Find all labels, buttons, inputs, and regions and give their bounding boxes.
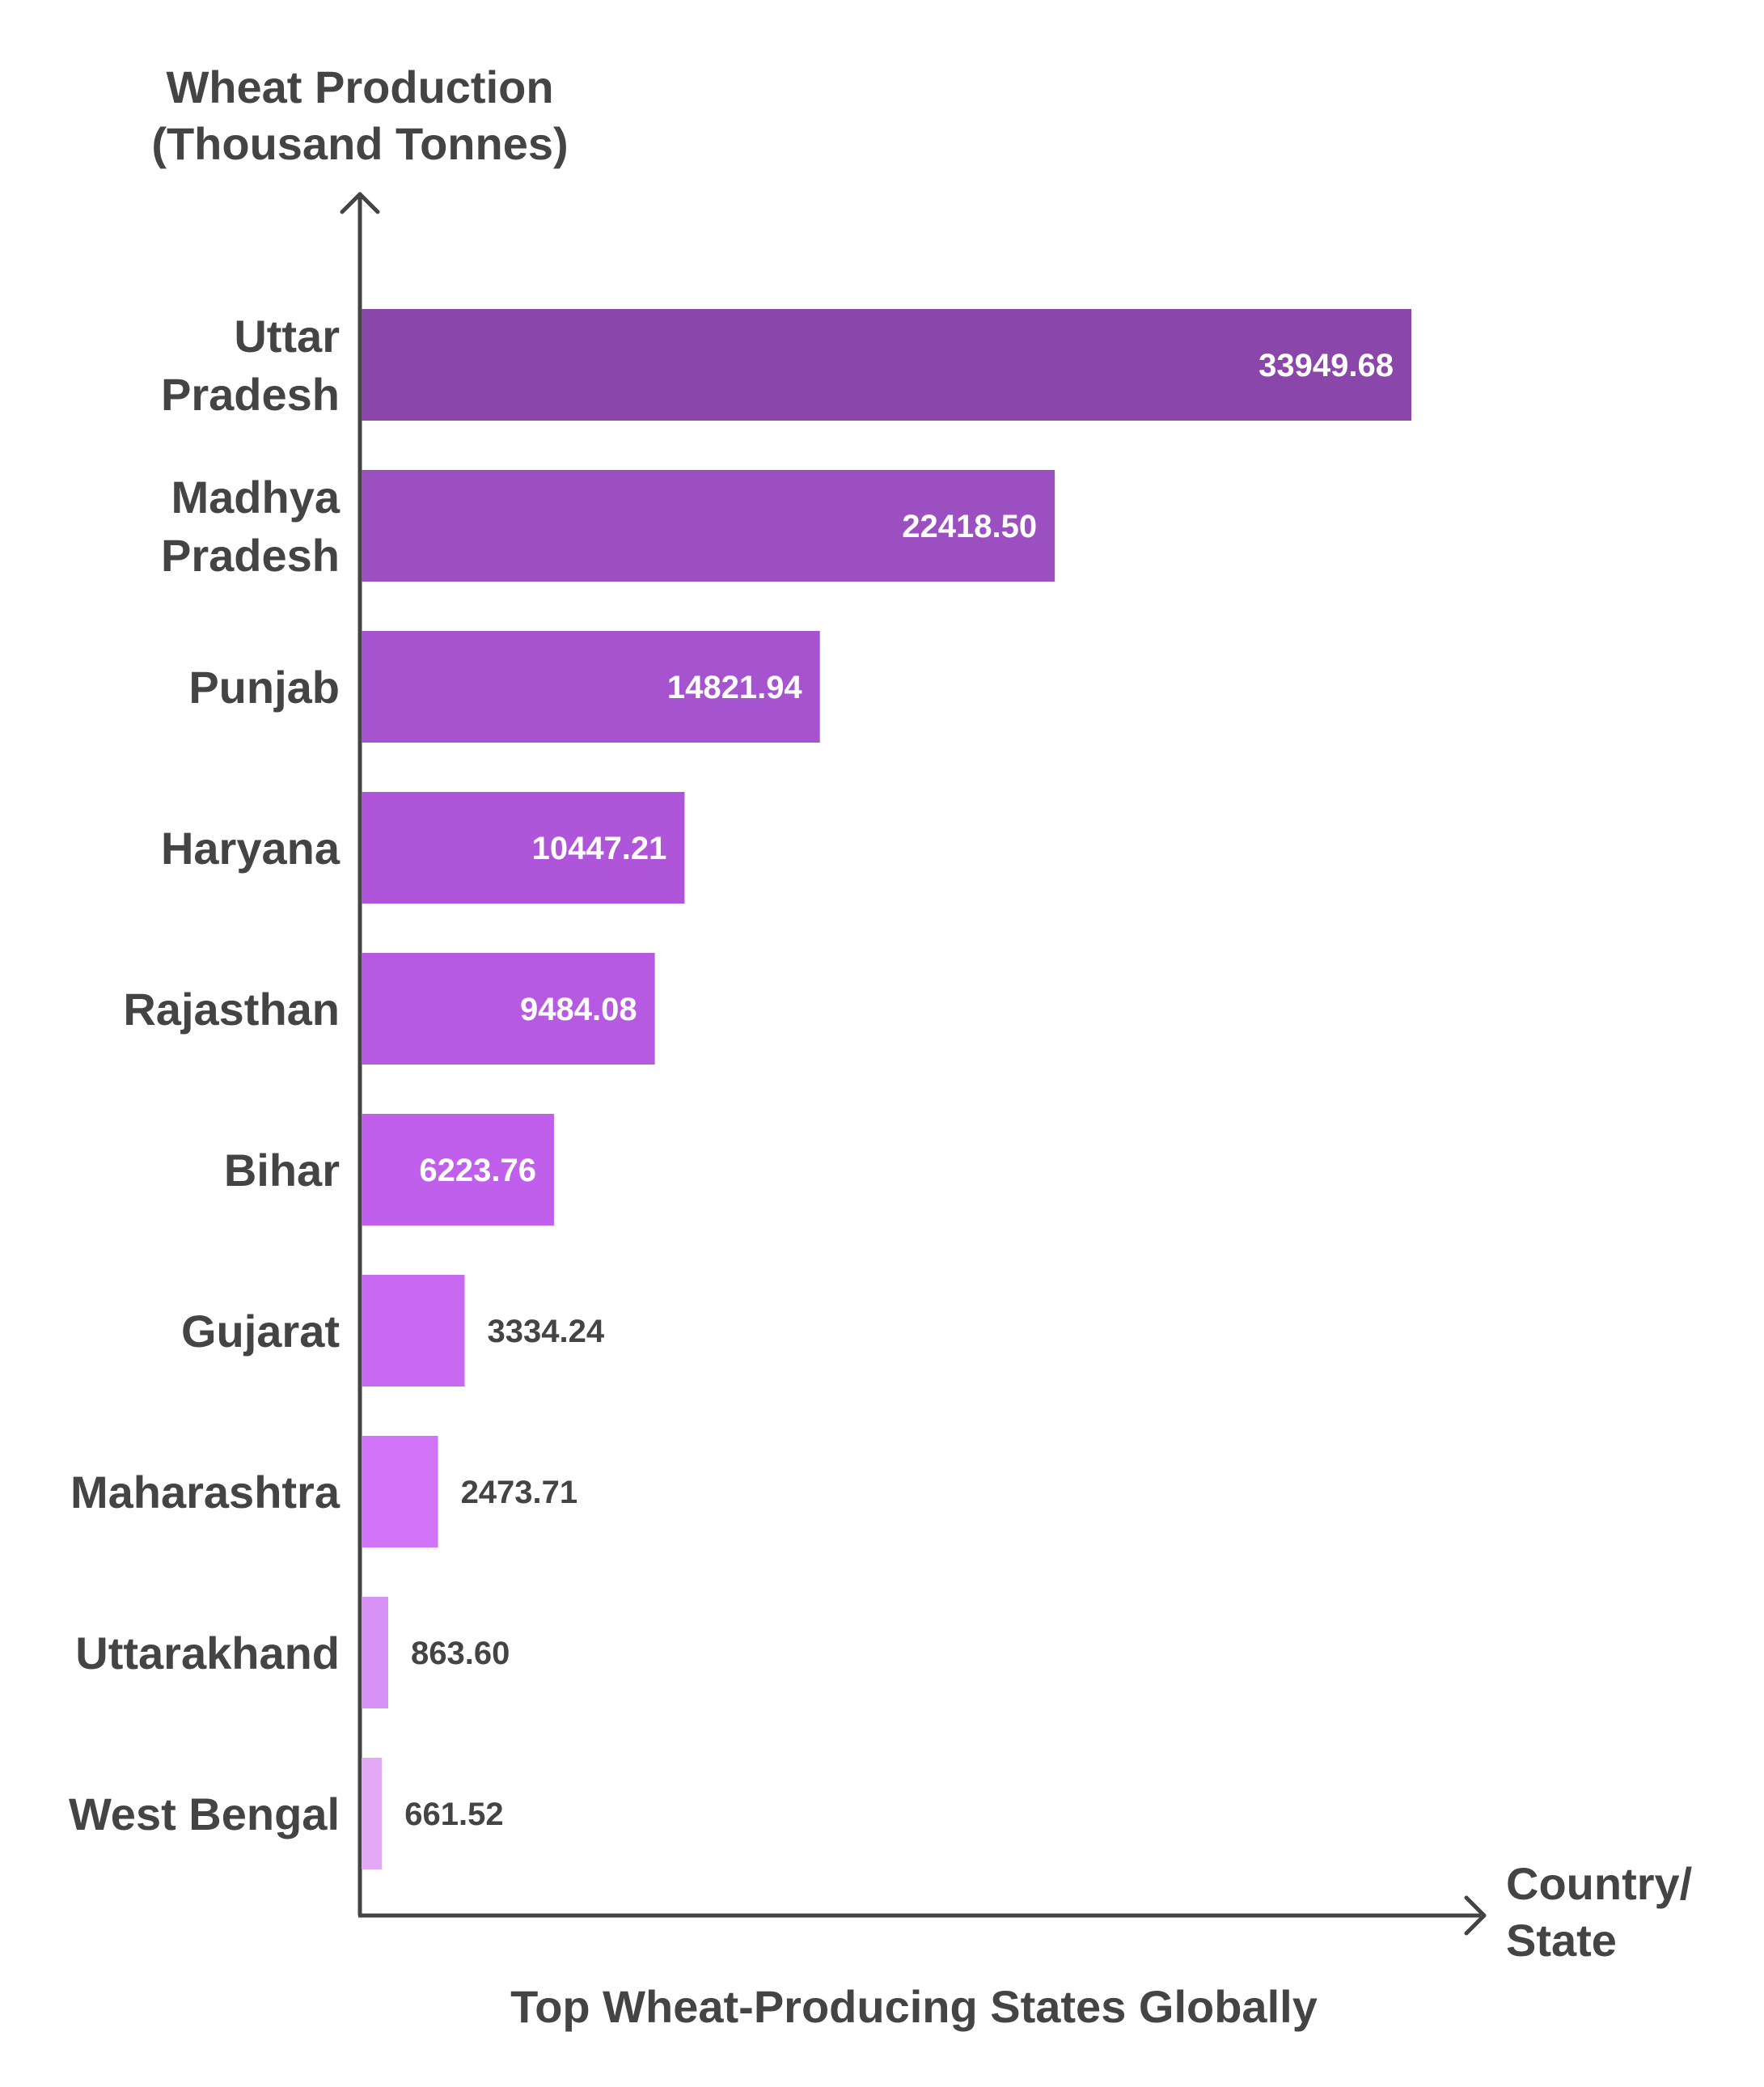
category-label: Uttar xyxy=(234,311,340,362)
value-label: 14821.94 xyxy=(667,670,803,705)
category-label: Gujarat xyxy=(181,1306,340,1357)
x-axis-arrow xyxy=(1464,1895,1487,1936)
category-label: Rajasthan xyxy=(123,984,340,1035)
category-label: Uttarakhand xyxy=(75,1628,340,1678)
value-label: 863.60 xyxy=(411,1636,510,1671)
value-label: 2473.71 xyxy=(461,1475,578,1510)
y-axis-arrow xyxy=(340,192,380,214)
y-axis-title: Wheat Production (Thousand Tonnes) xyxy=(151,61,568,169)
x-axis-title-line: State xyxy=(1506,1915,1617,1966)
bar xyxy=(362,1436,438,1547)
bar xyxy=(362,1758,383,1869)
y-axis-title-line: (Thousand Tonnes) xyxy=(151,118,568,169)
value-label: 10447.21 xyxy=(532,831,667,866)
x-axis-title: Country/State xyxy=(1506,1858,1693,1966)
bar xyxy=(362,631,820,743)
bar xyxy=(362,953,655,1065)
bar xyxy=(362,1597,389,1708)
value-label: 6223.76 xyxy=(419,1153,536,1188)
category-label: Madhya xyxy=(171,472,341,523)
x-axis-title-line: Country/ xyxy=(1506,1858,1693,1909)
axes xyxy=(340,192,1487,1936)
value-label: 3334.24 xyxy=(487,1314,604,1349)
category-label: Punjab xyxy=(188,662,340,713)
category-label: Pradesh xyxy=(161,530,340,581)
bar xyxy=(362,470,1055,582)
value-labels: 33949.68 22418.50 14821.94 10447.21 9484.08 6… xyxy=(404,348,1394,1832)
bar xyxy=(362,792,685,904)
bar xyxy=(362,309,1411,421)
bars xyxy=(362,309,1411,1869)
category-labels: Uttar Pradesh Madhya Pradesh Punjab Haryana Ra… xyxy=(69,311,341,1839)
category-label: Bihar xyxy=(224,1145,340,1196)
value-label: 661.52 xyxy=(404,1797,503,1832)
chart-title: Top Wheat-Producing States Globally xyxy=(510,1981,1318,2032)
category-label: Haryana xyxy=(161,823,341,874)
y-axis-title-line: Wheat Production xyxy=(166,61,553,112)
value-label: 22418.50 xyxy=(902,509,1037,544)
category-label: Maharashtra xyxy=(70,1467,341,1518)
category-label: West Bengal xyxy=(69,1789,340,1839)
value-label: 33949.68 xyxy=(1258,348,1394,383)
category-label: Pradesh xyxy=(161,369,340,420)
bar xyxy=(362,1275,465,1386)
value-label: 9484.08 xyxy=(520,992,637,1027)
bar xyxy=(362,1114,554,1226)
